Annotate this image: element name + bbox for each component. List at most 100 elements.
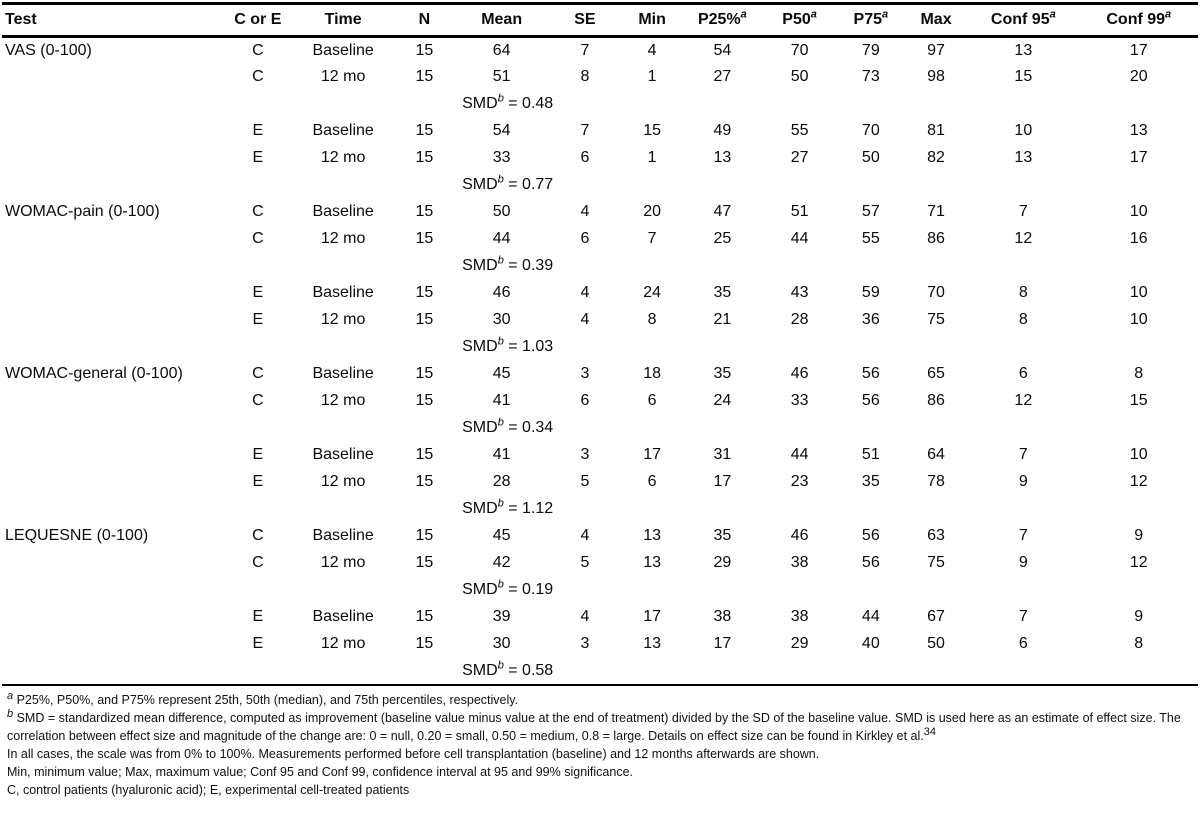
cell-se: 3 [580,635,590,652]
table-row: E Baseline 15 54 7 15 49 55 70 81 10 13 [2,118,1198,145]
cell-mean: 45 [492,527,511,544]
smd-label: SMD [462,500,498,517]
cell-test [2,118,223,145]
cell-time: 12 mo [320,554,366,571]
col-header-label: P50 [782,11,811,28]
cell-p50: 33 [790,392,809,409]
cell-n: 15 [415,473,434,490]
cell-test [2,145,223,172]
cell-mean: 51 [492,68,511,85]
footnote-marker-a: a [1049,8,1056,21]
cell-conf99: 10 [1129,284,1148,301]
cell-min: 17 [643,446,662,463]
cell-conf99: 8 [1134,635,1144,652]
cell-time [293,496,393,523]
footnotes: a P25%, P50%, and P75% represent 25th, 5… [2,686,1198,799]
cell-test [2,604,223,631]
smd-equals: = [503,581,523,598]
cell-mean: 44 [492,230,511,247]
cell-min: 4 [647,41,657,59]
cell-conf99: 15 [1129,392,1148,409]
cell-p75: 57 [861,203,880,220]
smd-value: 0.34 [522,419,554,436]
results-table: Test C or E Time N Mean SE Min P25%a P50… [2,2,1198,686]
cell-test [2,631,223,658]
cell-conf95: 7 [1018,203,1028,220]
cell-max: 86 [927,392,945,409]
cell-min: 7 [647,230,657,247]
cell-conf99: 9 [1134,527,1144,544]
cell-n: 15 [415,311,434,328]
cell-p75: 55 [861,230,880,247]
smd-value: 0.77 [522,176,554,193]
cell-conf99: 10 [1129,203,1148,220]
cell-test [2,226,223,253]
cell-p25: 35 [713,365,732,382]
col-header-label: Min [638,11,666,28]
cell-conf99: 17 [1129,41,1148,59]
cell-p50: 50 [790,68,809,85]
cell-spacer [622,577,1198,604]
cell-conf99: 9 [1134,608,1144,625]
cell-se: 6 [580,230,590,247]
col-header-se: SE [547,3,623,38]
smd-cell: SMDb = 0.19 [393,577,622,604]
smd-sup: b [497,578,504,591]
cell-time: Baseline [312,284,374,301]
cell-c-or-e [223,658,293,685]
cell-mean: 41 [492,446,511,463]
cell-se: 7 [580,41,590,59]
cell-conf95: 13 [1014,41,1033,59]
cell-se: 6 [580,392,590,409]
cell-mean: 42 [492,554,511,571]
cell-test [2,442,223,469]
cell-time [293,577,393,604]
cell-c-or-e [223,577,293,604]
cell-conf95: 10 [1014,122,1033,139]
cell-n: 15 [415,284,434,301]
cell-min: 17 [643,608,662,625]
cell-time: Baseline [312,122,374,139]
cell-spacer [622,91,1198,118]
footnote-a-text: P25%, P50%, and P75% represent 25th, 50t… [13,692,519,707]
cell-p25: 35 [713,527,732,544]
cell-n: 15 [415,608,434,625]
smd-sup: b [497,254,504,267]
cell-conf99: 12 [1129,473,1148,490]
cell-c-or-e [223,415,293,442]
cell-p75: 40 [861,635,880,652]
cell-spacer [622,658,1198,685]
smd-row: SMDb = 0.39 [2,253,1198,280]
cell-p50: 44 [790,230,809,247]
cell-test [2,577,223,604]
cell-p50: 27 [790,149,809,166]
cell-min: 8 [647,311,657,328]
cell-conf95: 8 [1018,284,1028,301]
cell-p50: 38 [790,554,809,571]
table-row: E 12 mo 15 33 6 1 13 27 50 82 13 17 [2,145,1198,172]
cell-test [2,388,223,415]
cell-spacer [622,253,1198,280]
cell-conf95: 7 [1018,446,1028,463]
cell-p50: 46 [790,527,809,544]
table-row: C 12 mo 15 44 6 7 25 44 55 86 12 16 [2,226,1198,253]
col-header-label: Conf 95 [990,11,1050,28]
cell-min: 13 [643,554,662,571]
cell-conf95: 15 [1014,68,1033,85]
smd-value: 0.58 [522,661,554,679]
cell-p75: 56 [861,365,880,382]
smd-cell: SMDb = 0.77 [393,172,622,199]
cell-test [2,253,223,280]
cell-se: 5 [580,554,590,571]
cell-max: 50 [927,635,945,652]
smd-equals: = [503,95,523,112]
cell-time: 12 mo [320,230,366,247]
cell-max: 67 [927,608,945,625]
cell-p75: 51 [861,446,880,463]
col-header-label: N [418,11,431,28]
smd-row: SMDb = 1.12 [2,496,1198,523]
footnote-marker-a: a [740,8,747,21]
cell-conf95: 9 [1018,554,1028,571]
cell-max: 78 [927,473,945,490]
cell-min: 6 [647,473,657,490]
